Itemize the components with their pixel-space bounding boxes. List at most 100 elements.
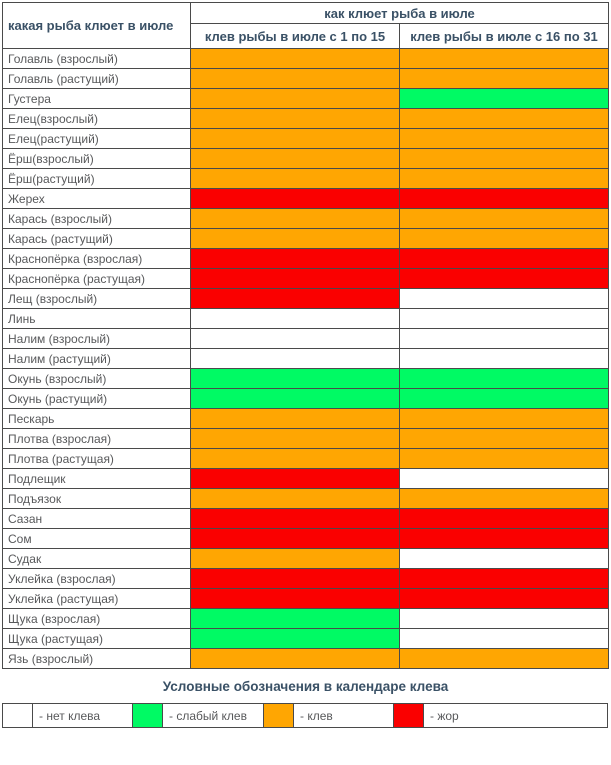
table-row: Елец(растущий) [2, 128, 609, 149]
fish-name-cell: Налим (растущий) [2, 348, 191, 369]
table-row: Елец(взрослый) [2, 108, 609, 129]
fish-bite-table: какая рыба клюет в июле как клюет рыба в… [2, 2, 609, 669]
legend-row: - нет клева - слабый клев - клев - жор [2, 703, 608, 728]
fish-name-cell: Жерех [2, 188, 191, 209]
bite-cell-period1 [190, 268, 400, 289]
bite-cell-period1 [190, 628, 400, 649]
bite-cell-period1 [190, 168, 400, 189]
bite-cell-period1 [190, 468, 400, 489]
fish-name-cell: Краснопёрка (взрослая) [2, 248, 191, 269]
header-row-1: какая рыба клюет в июле как клюет рыба в… [2, 2, 609, 49]
header-row-2: клев рыбы в июле с 1 по 15 клев рыбы в и… [3, 23, 609, 49]
period1-header: клев рыбы в июле с 1 по 15 [190, 23, 400, 49]
fish-name-cell: Густера [2, 88, 191, 109]
bite-cell-period2 [399, 648, 609, 669]
bite-cell-period2 [399, 328, 609, 349]
bite-cell-period2 [399, 448, 609, 469]
table-row: Уклейка (растущая) [2, 588, 609, 609]
table-row: Голавль (взрослый) [2, 48, 609, 69]
group-header: как клюет рыба в июле [190, 2, 609, 24]
table-row: Налим (растущий) [2, 348, 609, 369]
bite-cell-period1 [190, 588, 400, 609]
bite-cell-period1 [190, 428, 400, 449]
bite-cell-period2 [399, 248, 609, 269]
bite-cell-period1 [190, 368, 400, 389]
bite-cell-period2 [399, 408, 609, 429]
fish-name-cell: Сазан [2, 508, 191, 529]
fish-name-cell: Краснопёрка (растущая) [2, 268, 191, 289]
bite-cell-period1 [190, 328, 400, 349]
bite-cell-period1 [190, 528, 400, 549]
weak-legend-swatch [132, 703, 163, 728]
bite-cell-period1 [190, 488, 400, 509]
fish-name-cell: Елец(растущий) [2, 128, 191, 149]
table-row: Сом [2, 528, 609, 549]
fish-name-cell: Голавль (растущий) [2, 68, 191, 89]
bite-cell-period1 [190, 608, 400, 629]
bite-cell-period2 [399, 488, 609, 509]
bite-cell-period1 [190, 548, 400, 569]
fish-name-cell: Елец(взрослый) [2, 108, 191, 129]
fish-name-cell: Карась (взрослый) [2, 208, 191, 229]
fish-name-cell: Голавль (взрослый) [2, 48, 191, 69]
bite-cell-period2 [399, 288, 609, 309]
table-row: Ёрш(взрослый) [2, 148, 609, 169]
table-row: Жерех [2, 188, 609, 209]
table-row: Краснопёрка (взрослая) [2, 248, 609, 269]
fish-name-cell: Окунь (растущий) [2, 388, 191, 409]
bite-cell-period2 [399, 608, 609, 629]
bite-cell-period2 [399, 468, 609, 489]
table-row: Лещ (взрослый) [2, 288, 609, 309]
klev-legend-swatch [263, 703, 294, 728]
bite-cell-period2 [399, 628, 609, 649]
fish-name-cell: Щука (взрослая) [2, 608, 191, 629]
table-row: Линь [2, 308, 609, 329]
table-row: Густера [2, 88, 609, 109]
fish-name-cell: Подъязок [2, 488, 191, 509]
table-row: Налим (взрослый) [2, 328, 609, 349]
bite-cell-period1 [190, 88, 400, 109]
bite-cell-period1 [190, 248, 400, 269]
fish-name-cell: Карась (растущий) [2, 228, 191, 249]
bite-cell-period2 [399, 128, 609, 149]
bite-cell-period1 [190, 128, 400, 149]
fish-table-body: Голавль (взрослый) Голавль (растущий) Густ… [2, 48, 609, 669]
legend-table: - нет клева - слабый клев - клев - жор [2, 703, 608, 728]
table-row: Язь (взрослый) [2, 648, 609, 669]
table-row: Пескарь [2, 408, 609, 429]
fish-name-cell: Плотва (растущая) [2, 448, 191, 469]
bite-cell-period1 [190, 68, 400, 89]
period2-header: клев рыбы в июле с 16 по 31 [399, 23, 609, 49]
bite-cell-period1 [190, 188, 400, 209]
legend-label: - слабый клев [162, 703, 264, 728]
bite-cell-period2 [399, 588, 609, 609]
legend-label: - жор [423, 703, 608, 728]
fish-name-cell: Щука (растущая) [2, 628, 191, 649]
table-row: Карась (растущий) [2, 228, 609, 249]
table-row: Карась (взрослый) [2, 208, 609, 229]
bite-cell-period1 [190, 228, 400, 249]
fish-name-cell: Окунь (взрослый) [2, 368, 191, 389]
bite-cell-period1 [190, 348, 400, 369]
bite-cell-period2 [399, 388, 609, 409]
corner-header: какая рыба клюет в июле [2, 2, 191, 49]
zhor-legend-swatch [393, 703, 424, 728]
bite-cell-period2 [399, 528, 609, 549]
bite-cell-period1 [190, 208, 400, 229]
bite-cell-period2 [399, 508, 609, 529]
fish-name-cell: Судак [2, 548, 191, 569]
fish-name-cell: Ёрш(взрослый) [2, 148, 191, 169]
bite-cell-period1 [190, 108, 400, 129]
bite-cell-period2 [399, 348, 609, 369]
table-row: Плотва (растущая) [2, 448, 609, 469]
table-row: Окунь (растущий) [2, 388, 609, 409]
bite-cell-period2 [399, 208, 609, 229]
bite-cell-period2 [399, 568, 609, 589]
fish-name-cell: Язь (взрослый) [2, 648, 191, 669]
bite-cell-period1 [190, 288, 400, 309]
fish-name-cell: Налим (взрослый) [2, 328, 191, 349]
table-row: Подъязок [2, 488, 609, 509]
bite-cell-period1 [190, 388, 400, 409]
bite-cell-period2 [399, 228, 609, 249]
